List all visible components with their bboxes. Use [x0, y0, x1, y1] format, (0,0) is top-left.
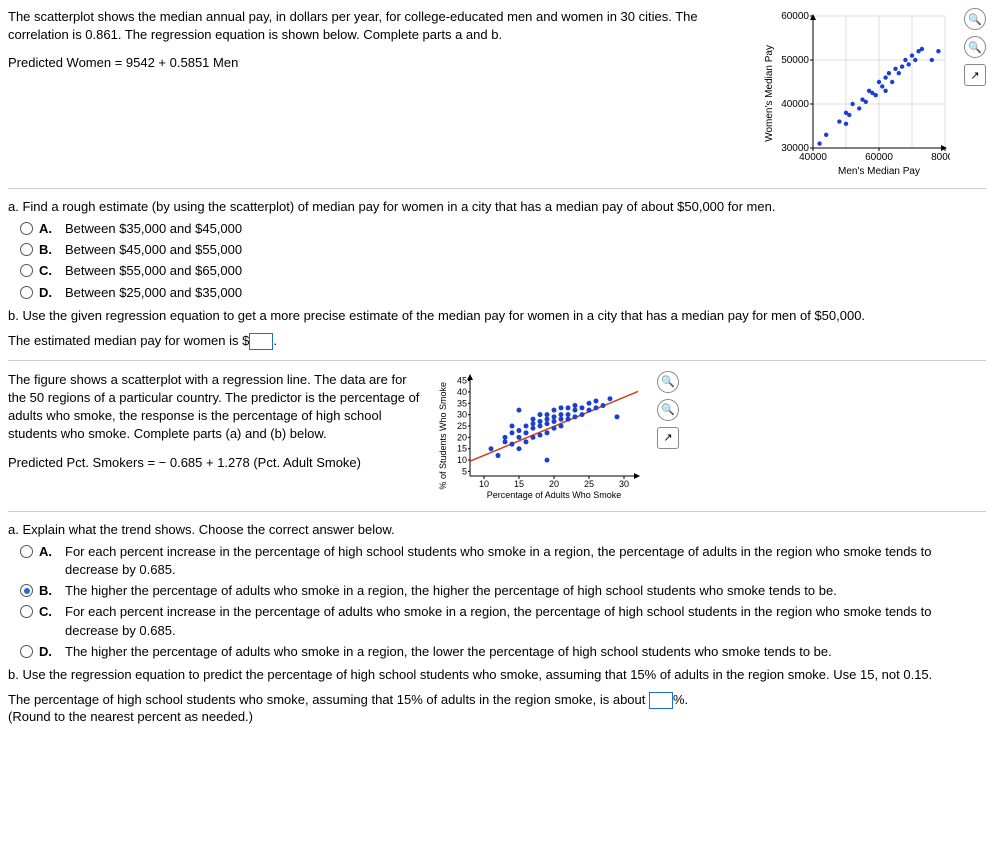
option-letter: D.	[39, 284, 55, 302]
q2-partB-input[interactable]	[649, 692, 673, 709]
q1-option-A[interactable]: A. Between $35,000 and $45,000	[20, 220, 986, 238]
svg-text:40000: 40000	[781, 99, 809, 110]
zoom-in-icon[interactable]: 🔍	[657, 371, 679, 393]
option-text: The higher the percentage of adults who …	[65, 643, 832, 661]
radio-button[interactable]	[20, 545, 33, 558]
zoom-in-icon[interactable]: 🔍	[964, 8, 986, 30]
svg-text:25: 25	[584, 479, 594, 489]
question-1: The scatterplot shows the median annual …	[8, 8, 986, 189]
q2-scatter-svg: 510152025303540451015202530Percentage of…	[448, 371, 643, 501]
svg-text:Percentage of Adults Who Smoke: Percentage of Adults Who Smoke	[487, 490, 622, 500]
option-letter: D.	[39, 643, 55, 661]
q2-partB-post: %.	[673, 692, 688, 707]
option-text: Between $35,000 and $45,000	[65, 220, 242, 238]
q2-answers: a. Explain what the trend shows. Choose …	[8, 522, 986, 724]
q1-option-C[interactable]: C. Between $55,000 and $65,000	[20, 262, 986, 280]
q2-round-note: (Round to the nearest percent as needed.…	[8, 709, 986, 724]
q1-ylabel: Women's Median Pay	[764, 45, 775, 142]
svg-text:15: 15	[514, 479, 524, 489]
radio-button[interactable]	[20, 264, 33, 277]
svg-text:30: 30	[457, 409, 467, 419]
q2-partA-prompt: a. Explain what the trend shows. Choose …	[8, 522, 986, 537]
q1-partB-answer-line: The estimated median pay for women is $.	[8, 333, 986, 350]
svg-text:45: 45	[457, 375, 467, 385]
svg-text:35: 35	[457, 398, 467, 408]
svg-text:40: 40	[457, 387, 467, 397]
radio-button[interactable]	[20, 605, 33, 618]
q1-partB-prompt: b. Use the given regression equation to …	[8, 308, 986, 323]
svg-text:60000: 60000	[781, 11, 809, 22]
svg-text:20: 20	[549, 479, 559, 489]
option-text: Between $55,000 and $65,000	[65, 262, 242, 280]
q2-options: A. For each percent increase in the perce…	[20, 543, 986, 661]
option-text: The higher the percentage of adults who …	[65, 582, 837, 600]
q2-partB-pre: The percentage of high school students w…	[8, 692, 649, 707]
q2-icons: 🔍 🔍 ↗	[657, 371, 679, 501]
question-2: The figure shows a scatterplot with a re…	[8, 371, 986, 512]
q1-partB-pre: The estimated median pay for women is $	[8, 333, 249, 348]
option-letter: C.	[39, 262, 55, 280]
q1-option-D[interactable]: D. Between $25,000 and $35,000	[20, 284, 986, 302]
svg-text:10: 10	[479, 479, 489, 489]
q1-intro: The scatterplot shows the median annual …	[8, 8, 754, 44]
zoom-out-icon[interactable]: 🔍	[657, 399, 679, 421]
radio-button[interactable]	[20, 584, 33, 597]
q2-option-D[interactable]: D. The higher the percentage of adults wh…	[20, 643, 986, 661]
q2-chart: % of Students Who Smoke 5101520253035404…	[438, 371, 643, 501]
svg-text:50000: 50000	[781, 55, 809, 66]
radio-button[interactable]	[20, 645, 33, 658]
q2-partB-prompt: b. Use the regression equation to predic…	[8, 667, 986, 682]
option-letter: A.	[39, 220, 55, 238]
svg-text:20: 20	[457, 432, 467, 442]
popout-icon[interactable]: ↗	[964, 64, 986, 86]
svg-text:Men's Median Pay: Men's Median Pay	[838, 166, 920, 177]
svg-text:40000: 40000	[799, 152, 827, 163]
q1-icons: 🔍 🔍 ↗	[964, 8, 986, 178]
radio-button[interactable]	[20, 243, 33, 256]
option-letter: B.	[39, 241, 55, 259]
svg-text:60000: 60000	[865, 152, 893, 163]
option-text: For each percent increase in the percent…	[65, 543, 986, 579]
q2-text-block: The figure shows a scatterplot with a re…	[8, 371, 428, 501]
q2-intro: The figure shows a scatterplot with a re…	[8, 371, 428, 444]
radio-button[interactable]	[20, 222, 33, 235]
q2-ylabel: % of Students Who Smoke	[438, 382, 448, 490]
option-text: For each percent increase in the percent…	[65, 603, 986, 639]
zoom-out-icon[interactable]: 🔍	[964, 36, 986, 58]
svg-text:10: 10	[457, 455, 467, 465]
q2-option-A[interactable]: A. For each percent increase in the perce…	[20, 543, 986, 579]
q1-options: A. Between $35,000 and $45,000 B. Between $…	[20, 220, 986, 302]
q2-partB-answer-line: The percentage of high school students w…	[8, 692, 986, 709]
option-text: Between $45,000 and $55,000	[65, 241, 242, 259]
q2-option-B[interactable]: B. The higher the percentage of adults wh…	[20, 582, 986, 600]
q1-text-block: The scatterplot shows the median annual …	[8, 8, 754, 178]
q1-chart: Women's Median Pay 300004000050000600004…	[764, 8, 950, 178]
option-letter: B.	[39, 582, 55, 600]
q1-partB-input[interactable]	[249, 333, 273, 350]
option-text: Between $25,000 and $35,000	[65, 284, 242, 302]
svg-text:30: 30	[619, 479, 629, 489]
q1-equation: Predicted Women = 9542 + 0.5851 Men	[8, 54, 754, 72]
svg-text:5: 5	[462, 466, 467, 476]
q2-equation: Predicted Pct. Smokers = − 0.685 + 1.278…	[8, 454, 428, 472]
q1-option-B[interactable]: B. Between $45,000 and $55,000	[20, 241, 986, 259]
q1-answers: a. Find a rough estimate (by using the s…	[8, 199, 986, 361]
q1-partB-post: .	[273, 333, 277, 348]
popout-icon[interactable]: ↗	[657, 427, 679, 449]
q1-partA-prompt: a. Find a rough estimate (by using the s…	[8, 199, 986, 214]
svg-text:15: 15	[457, 444, 467, 454]
radio-button[interactable]	[20, 286, 33, 299]
svg-text:80000: 80000	[931, 152, 950, 163]
q2-option-C[interactable]: C. For each percent increase in the perce…	[20, 603, 986, 639]
svg-text:25: 25	[457, 421, 467, 431]
option-letter: C.	[39, 603, 55, 621]
option-letter: A.	[39, 543, 55, 561]
q1-scatter-svg: 30000400005000060000400006000080000Men's…	[775, 8, 950, 178]
